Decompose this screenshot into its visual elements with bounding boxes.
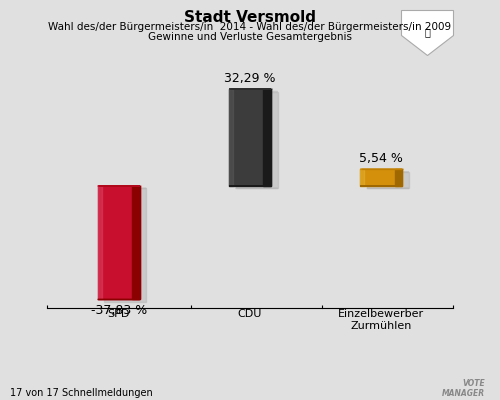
Text: 🦁: 🦁	[424, 27, 430, 37]
Bar	[264, 89, 271, 186]
Text: CDU: CDU	[238, 309, 262, 319]
Bar	[98, 186, 140, 300]
Text: Wahl des/der Bürgermeisters/in  2014 - Wahl des/der Bürgermeisters/in 2009: Wahl des/der Bürgermeisters/in 2014 - Wa…	[48, 22, 452, 32]
Bar	[132, 186, 140, 300]
Bar	[360, 169, 364, 186]
Bar	[360, 169, 402, 186]
Bar	[229, 89, 271, 186]
Bar	[367, 172, 409, 188]
Text: Einzelbewerber
Zurmühlen: Einzelbewerber Zurmühlen	[338, 309, 424, 330]
Bar	[394, 169, 402, 186]
Text: SPD: SPD	[108, 309, 130, 319]
Text: Stadt Versmold: Stadt Versmold	[184, 10, 316, 25]
Text: Gewinne und Verluste Gesamtergebnis: Gewinne und Verluste Gesamtergebnis	[148, 32, 352, 42]
Text: -37,83 %: -37,83 %	[90, 304, 147, 317]
Bar	[229, 89, 233, 186]
Bar	[98, 186, 102, 300]
Text: VOTE
MANAGER: VOTE MANAGER	[442, 378, 485, 398]
Text: 32,29 %: 32,29 %	[224, 72, 276, 85]
Text: 17 von 17 Schnellmeldungen: 17 von 17 Schnellmeldungen	[10, 388, 153, 398]
Bar	[104, 188, 146, 302]
Bar	[236, 92, 278, 188]
Polygon shape	[402, 10, 454, 56]
Text: 5,54 %: 5,54 %	[360, 152, 403, 165]
